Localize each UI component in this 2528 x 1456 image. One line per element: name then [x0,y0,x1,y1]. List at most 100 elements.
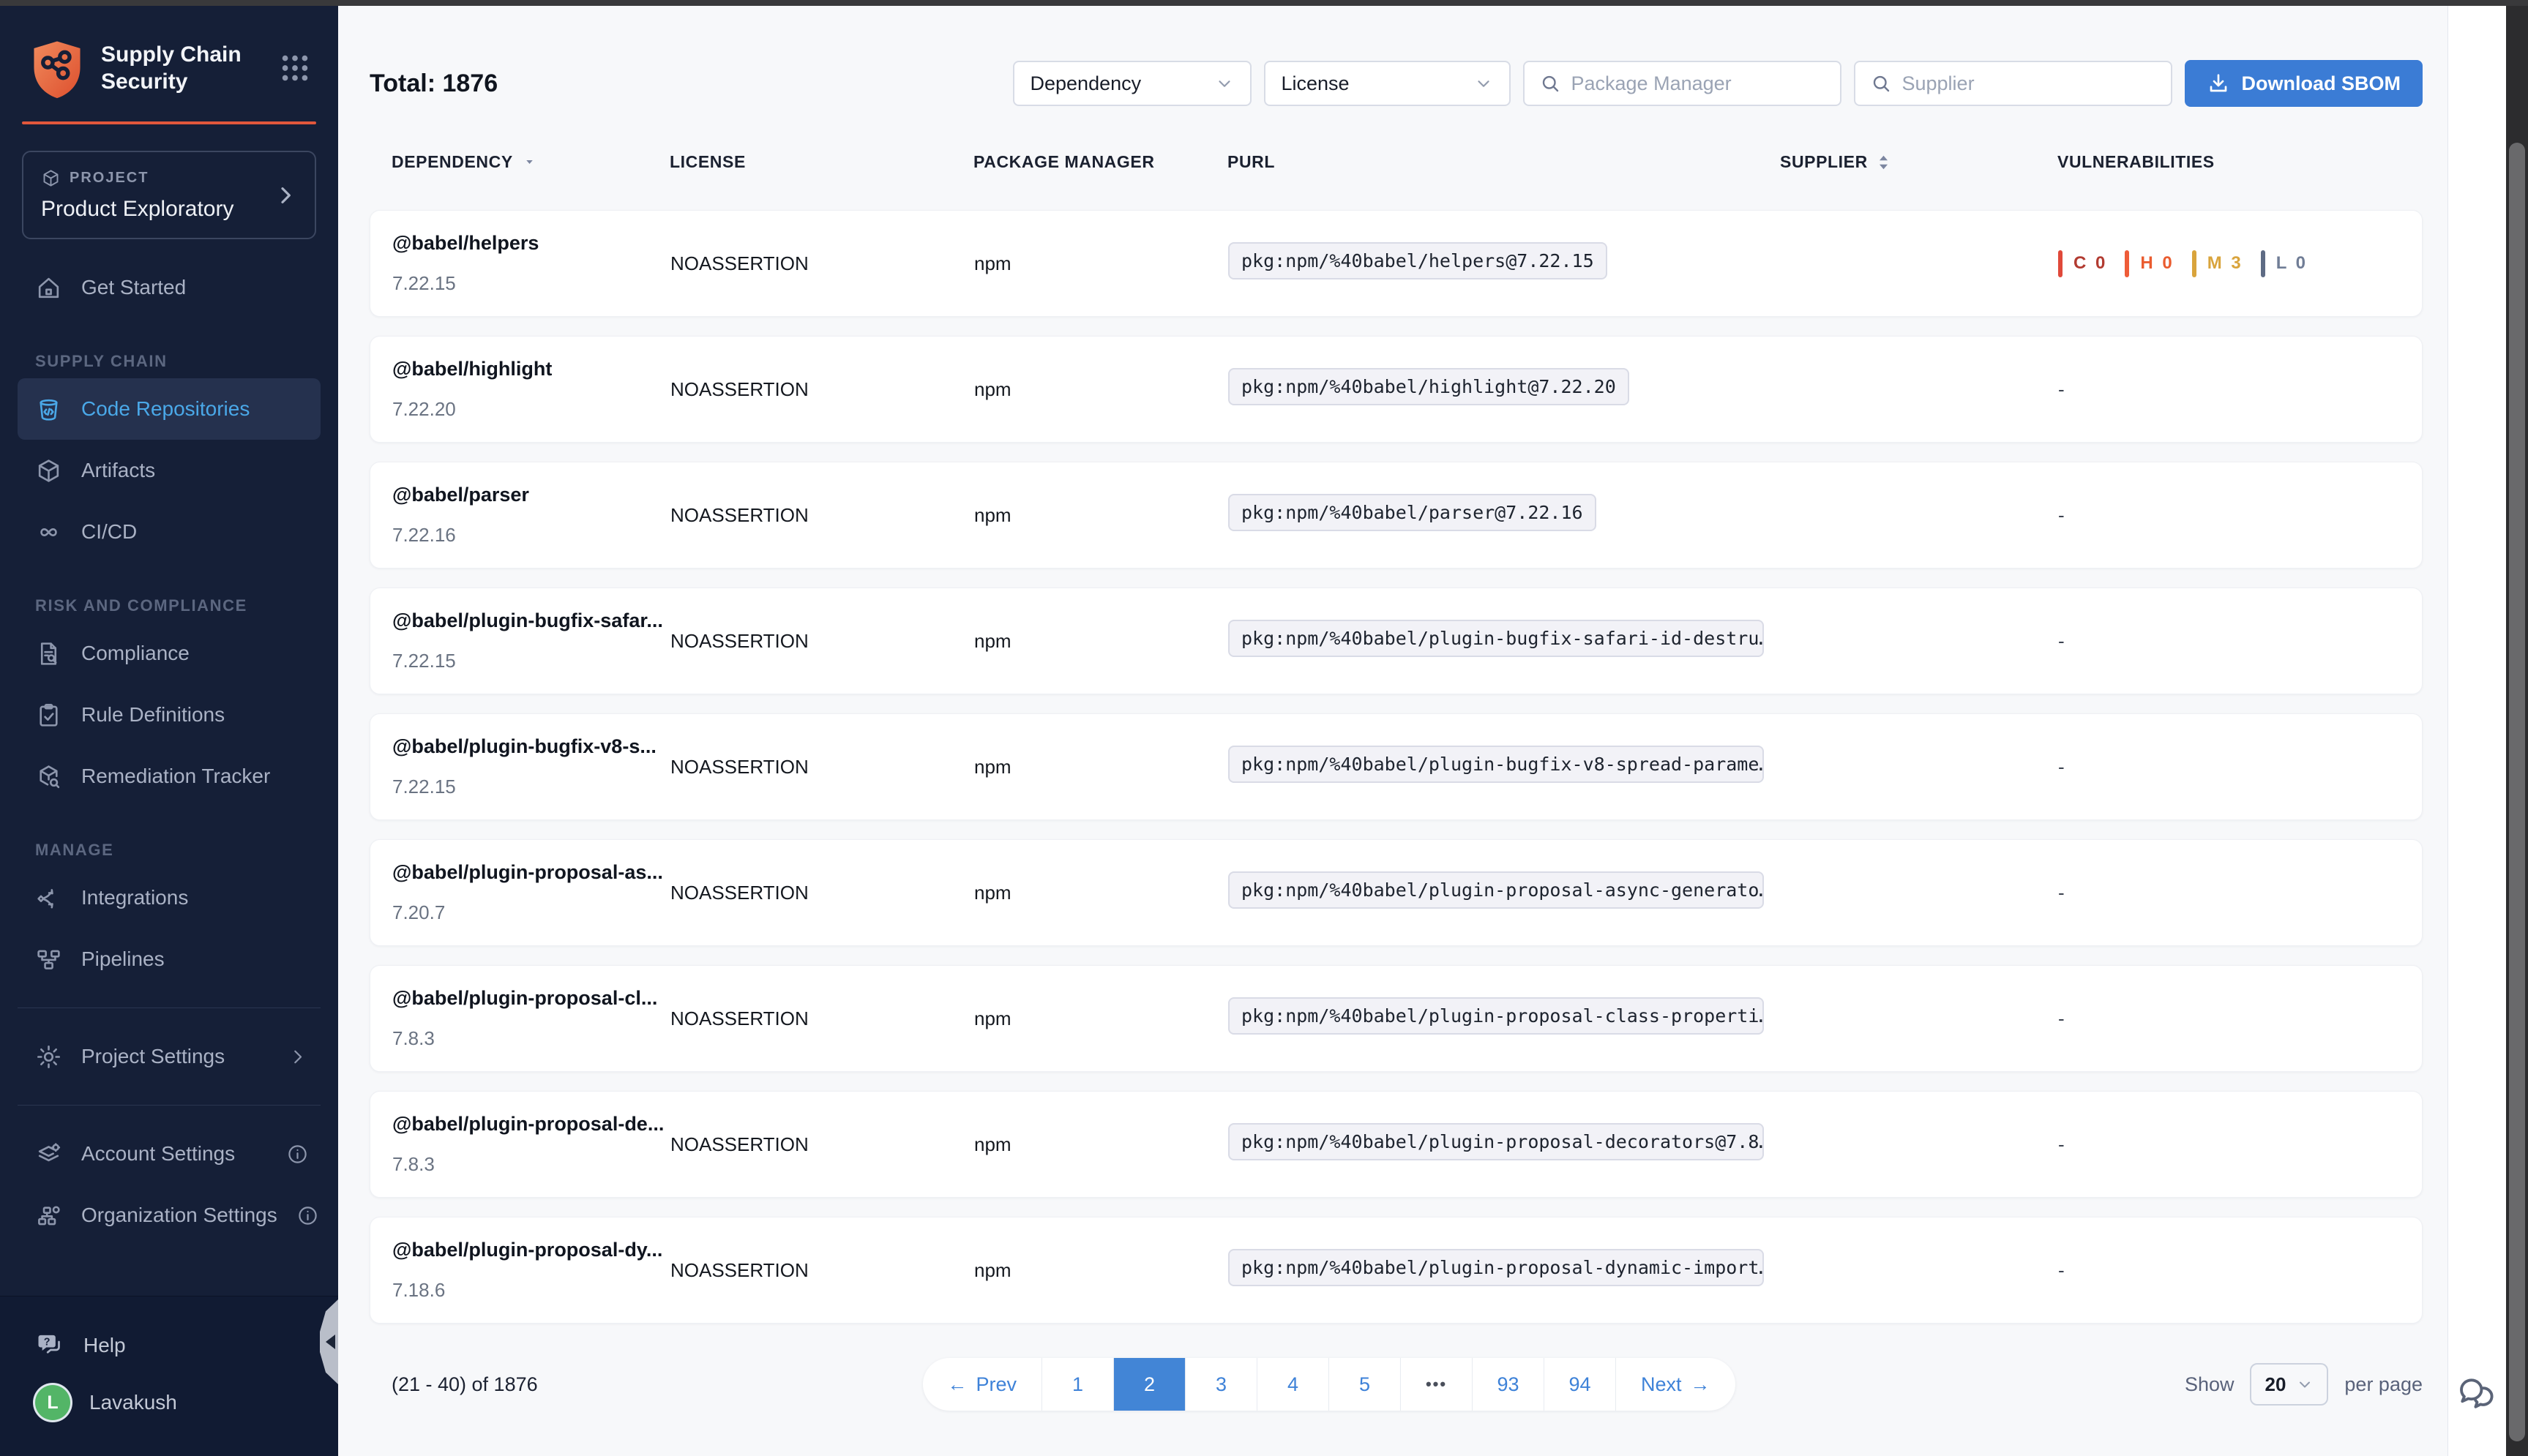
sidebar-item-account-settings[interactable]: Account Settings [18,1123,321,1185]
sidebar-item-label: Pipelines [81,947,165,970]
sidebar: Supply Chain Security [0,6,338,1456]
purl-chip: pkg:npm/%40babel/plugin-proposal-async-g… [1228,871,1765,909]
license-value: NOASSERTION [670,503,809,526]
help-button[interactable]: ? Help [0,1317,338,1374]
pager: ← Prev 1 2 3 4 5 ••• 93 94 Next → [922,1358,1735,1411]
dependency-cell: @babel/plugin-proposal-cl... 7.8.3 [392,987,670,1050]
purl-cell: pkg:npm/%40babel/plugin-proposal-dynamic… [1228,1249,1781,1291]
sidebar-item-organization-settings[interactable]: Organization Settings [18,1185,321,1246]
license-value: NOASSERTION [670,1133,809,1155]
column-header-supplier[interactable]: SUPPLIER [1780,152,2057,172]
scrollbar-track [2506,6,2528,1456]
table-row[interactable]: @babel/plugin-bugfix-safar... 7.22.15 NOAS… [370,588,2423,694]
page-button-5[interactable]: 5 [1329,1358,1401,1411]
sidebar-item-artifacts[interactable]: Artifacts [18,440,321,501]
dependency-name: @babel/highlight [392,358,553,380]
vulnerability-badge-medium: M 3 [2191,249,2243,277]
sidebar-item-label: Artifacts [81,459,156,481]
sidebar-item-project-settings[interactable]: Project Settings [18,1026,321,1087]
sidebar-item-code-repositories[interactable]: Code Repositories [18,378,321,440]
box-tool-icon [35,763,62,790]
sidebar-item-pipelines[interactable]: Pipelines [18,928,321,990]
sidebar-item-remediation-tracker[interactable]: Remediation Tracker [18,746,321,807]
dependency-name: @babel/plugin-bugfix-safar... [392,609,663,631]
dependency-name: @babel/parser [392,484,529,506]
column-header-label: DEPENDENCY [392,152,513,171]
dependency-version: 7.22.15 [392,272,456,294]
purl-cell: pkg:npm/%40babel/plugin-proposal-class-p… [1228,997,1781,1040]
column-header-license: LICENSE [670,152,973,172]
download-sbom-button[interactable]: Download SBOM [2184,60,2423,107]
page-button-93[interactable]: 93 [1473,1358,1544,1411]
package-manager-value: npm [974,1133,1011,1155]
brand-row: Supply Chain Security [0,6,338,100]
sidebar-item-get-started[interactable]: Get Started [18,257,321,318]
sidebar-item-integrations[interactable]: Integrations [18,867,321,928]
project-selector[interactable]: PROJECT Product Exploratory [22,151,316,239]
table-row[interactable]: @babel/plugin-proposal-de... 7.8.3 NOASSER… [370,1091,2423,1198]
vulnerability-badge-group: C 0 H 0 M 3 L 0 [2058,249,2400,277]
vulnerabilities-cell: - [2058,882,2400,904]
license-value: NOASSERTION [670,252,809,274]
column-header-dependency[interactable]: DEPENDENCY [392,152,670,172]
chevron-down-icon [2296,1376,2314,1393]
box-icon [35,457,62,484]
table-body: @babel/helpers 7.22.15 NOASSERTION npm pkg:n… [370,210,2423,1324]
table-row[interactable]: @babel/helpers 7.22.15 NOASSERTION npm pkg:n… [370,210,2423,317]
dependency-cell: @babel/parser 7.22.16 [392,484,670,547]
purl-chip: pkg:npm/%40babel/highlight@7.22.20 [1228,368,1629,405]
no-vulnerabilities-dash: - [2058,1258,2065,1281]
package-manager-value: npm [974,503,1011,526]
org-gear-icon [35,1202,62,1229]
purl-cell: pkg:npm/%40babel/plugin-proposal-decorat… [1228,1123,1781,1166]
user-menu[interactable]: L Lavakush [0,1374,338,1431]
page-size-select[interactable]: 20 [2250,1363,2329,1406]
apps-grid-icon[interactable] [278,51,312,85]
table-row[interactable]: @babel/highlight 7.22.20 NOASSERTION npm pkg… [370,336,2423,443]
purl-chip: pkg:npm/%40babel/plugin-bugfix-safari-id… [1228,620,1765,657]
sidebar-item-rule-definitions[interactable]: Rule Definitions [18,684,321,746]
table-row[interactable]: @babel/parser 7.22.16 NOASSERTION npm pkg:np… [370,462,2423,568]
collapse-left-icon [325,1335,335,1349]
page-ellipsis: ••• [1401,1358,1473,1411]
dependency-filter-select[interactable]: Dependency [1012,61,1252,106]
severity-count-critical: C 0 [2073,253,2108,273]
table-row[interactable]: @babel/plugin-proposal-dy... 7.18.6 NOASSE… [370,1217,2423,1324]
no-vulnerabilities-dash: - [2058,755,2065,778]
sidebar-item-compliance[interactable]: Compliance [18,623,321,684]
table-row[interactable]: @babel/plugin-proposal-as... 7.20.7 NOASSE… [370,839,2423,946]
next-label: Next [1641,1373,1682,1395]
download-sbom-label: Download SBOM [2241,72,2401,94]
prev-page-button[interactable]: ← Prev [922,1358,1042,1411]
package-manager-input[interactable] [1571,72,1825,95]
page-button-2[interactable]: 2 [1114,1358,1186,1411]
page-button-3[interactable]: 3 [1186,1358,1257,1411]
sidebar-item-label: Get Started [81,276,187,299]
dependency-name: @babel/plugin-proposal-as... [392,861,663,883]
vulnerabilities-cell: - [2058,1133,2400,1156]
page-button-94[interactable]: 94 [1544,1358,1616,1411]
table-row[interactable]: @babel/plugin-proposal-cl... 7.8.3 NOASSER… [370,965,2423,1072]
no-vulnerabilities-dash: - [2058,378,2065,400]
column-header-label: SUPPLIER [1780,152,1868,171]
sidebar-item-label: CI/CD [81,520,138,543]
sidebar-item-cicd[interactable]: CI/CD [18,501,321,563]
dependency-version: 7.18.6 [392,1279,446,1301]
scrollbar-thumb[interactable] [2509,143,2525,1441]
supplier-input[interactable] [1901,72,2156,95]
package-box-icon [41,168,61,188]
vulnerabilities-cell: - [2058,504,2400,527]
dependency-name: @babel/helpers [392,232,539,254]
severity-bar-medium [2191,249,2196,277]
next-page-button[interactable]: Next → [1616,1358,1735,1411]
package-manager-value: npm [974,252,1011,274]
vulnerabilities-cell: - [2058,1007,2400,1030]
severity-count-low: L 0 [2275,253,2308,273]
page-button-4[interactable]: 4 [1257,1358,1329,1411]
page-button-1[interactable]: 1 [1042,1358,1114,1411]
chat-widget-icon[interactable] [2455,1373,2500,1418]
severity-count-high: H 0 [2140,253,2174,273]
share-nodes-icon [35,885,62,912]
table-row[interactable]: @babel/plugin-bugfix-v8-s... 7.22.15 NOASS… [370,713,2423,820]
license-filter-select[interactable]: License [1263,61,1511,106]
